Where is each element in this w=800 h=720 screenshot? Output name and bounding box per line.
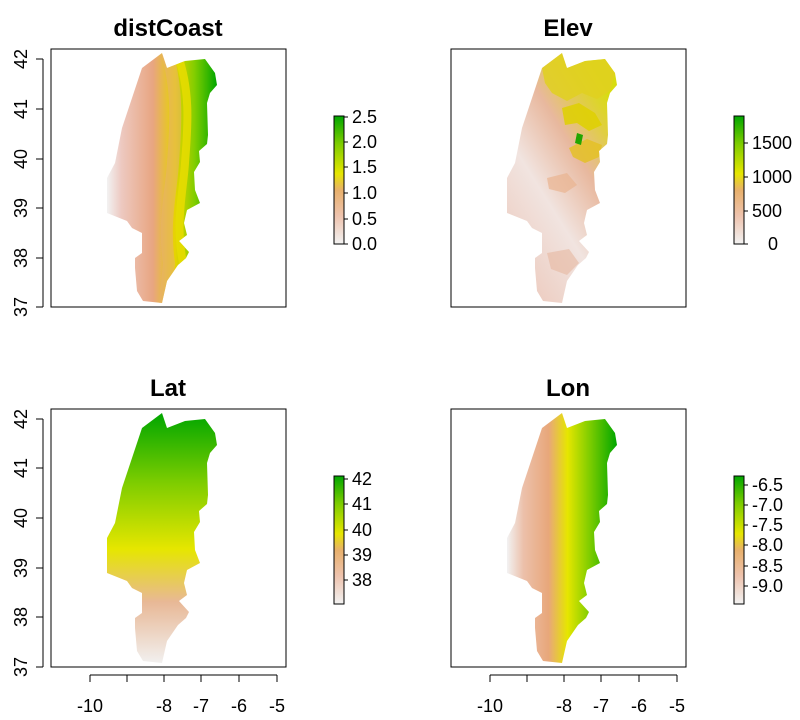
legend-tick-label: 500: [752, 201, 782, 221]
y-tick-label: 40: [11, 149, 31, 169]
y-tick-label: 41: [11, 458, 31, 478]
x-tick-label: -10: [77, 696, 103, 716]
legend-tick-label: 39: [352, 545, 372, 565]
legend-tick-label: -8.0: [752, 535, 783, 555]
x-tick-label: -6: [631, 696, 647, 716]
panel-lon: Lon -10 -8 -7 -6 -5 -9.0 -8.5: [450, 375, 783, 716]
title-distcoast: distCoast: [113, 15, 222, 42]
legend-tick-label: 1.0: [352, 183, 377, 203]
y-tick-label: 42: [11, 49, 31, 69]
title-elev: Elev: [543, 15, 593, 42]
y-axis: 37 38 39 40 41 42: [11, 49, 43, 317]
plot-frame: [450, 408, 687, 668]
x-tick-label: -5: [669, 696, 685, 716]
legend-tick-label: 42: [352, 469, 372, 489]
legend-tick-label: 0.0: [352, 234, 377, 254]
x-axis: -10 -8 -7 -6 -5: [77, 675, 285, 716]
legend-tick-label: 1.5: [352, 157, 377, 177]
legend-tick-label: 2.0: [352, 132, 377, 152]
y-tick-label: 38: [11, 248, 31, 268]
x-tick-label: -7: [593, 696, 609, 716]
title-lon: Lon: [546, 375, 590, 402]
legend-colorbar: [733, 475, 745, 605]
legend-tick-label: 2.5: [352, 107, 377, 127]
plot-frame: [50, 48, 287, 308]
map-lat: [107, 413, 217, 663]
map-elev: [507, 53, 617, 303]
y-tick-label: 39: [11, 558, 31, 578]
x-tick-label: -8: [556, 696, 572, 716]
legend-tick-label: -7.5: [752, 515, 783, 535]
legend-tick-label: 38: [352, 570, 372, 590]
panel-distcoast: distCoast 37 38 39 40 41 42: [11, 15, 377, 317]
map-distcoast: [107, 53, 217, 303]
title-lat: Lat: [150, 375, 186, 402]
y-tick-label: 37: [11, 657, 31, 677]
plot-frame: [50, 408, 287, 668]
plot-frame: [450, 48, 687, 308]
y-tick-label: 38: [11, 607, 31, 627]
y-tick-label: 37: [11, 297, 31, 317]
x-axis: -10 -8 -7 -6 -5: [477, 675, 685, 716]
legend-tick-label: 40: [352, 520, 372, 540]
legend-tick-label: -8.5: [752, 556, 783, 576]
y-tick-label: 41: [11, 99, 31, 119]
legend-tick-label: 0.5: [352, 209, 377, 229]
y-axis: 37 38 39 40 41 42: [11, 409, 43, 677]
legend-tick-label: 1500: [752, 133, 792, 153]
legend-tick-label: -9.0: [752, 576, 783, 596]
legend-lon: -9.0 -8.5 -8.0 -7.5 -7.0 -6.5: [733, 475, 783, 605]
y-tick-label: 40: [11, 508, 31, 528]
legend-distcoast: 0.0 0.5 1.0 1.5 2.0 2.5: [333, 107, 377, 254]
x-tick-label: -10: [477, 696, 503, 716]
legend-lat: 38 39 40 41 42: [333, 469, 372, 605]
legend-colorbar: [333, 475, 345, 605]
legend-tick-label: 41: [352, 494, 372, 514]
x-tick-label: -8: [156, 696, 172, 716]
legend-colorbar: [733, 115, 745, 245]
legend-tick-label: -6.5: [752, 475, 783, 495]
x-tick-label: -7: [193, 696, 209, 716]
panel-lat: Lat 37 38 39 40 41 42 -10: [11, 375, 372, 716]
legend-tick-label: 1000: [752, 167, 792, 187]
x-tick-label: -6: [231, 696, 247, 716]
legend-tick-label: -7.0: [752, 495, 783, 515]
x-tick-label: -5: [269, 696, 285, 716]
y-tick-label: 42: [11, 409, 31, 429]
legend-elev: 0 500 1000 1500: [733, 115, 792, 254]
y-tick-label: 39: [11, 198, 31, 218]
legend-colorbar: [333, 115, 345, 245]
map-lon: [507, 413, 617, 663]
panel-elev: Elev 0 500 1000 1500: [450, 15, 792, 308]
legend-tick-label: 0: [768, 234, 778, 254]
